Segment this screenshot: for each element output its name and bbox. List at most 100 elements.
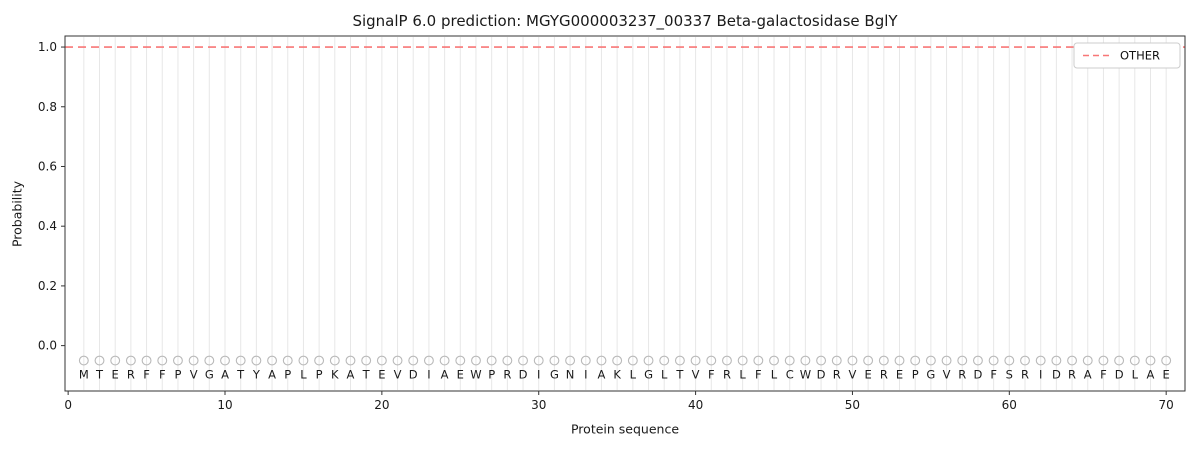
residue-marker: [298, 355, 309, 366]
residue-marker: [706, 355, 717, 366]
residue-marker: [1067, 355, 1078, 366]
x-tick-label: 30: [531, 398, 546, 412]
residue-letter: F: [159, 368, 166, 382]
residue-letter: V: [943, 368, 951, 382]
residue-marker: [486, 355, 497, 366]
axes-border: [64, 35, 1186, 392]
residue-marker: [612, 355, 623, 366]
residue-marker: [1004, 355, 1015, 366]
residue-letter: G: [205, 368, 214, 382]
residue-letter: D: [519, 368, 528, 382]
y-tick-label: 0.6: [38, 159, 57, 173]
residue-letter: L: [630, 368, 637, 382]
residue-marker: [565, 355, 576, 366]
residue-marker: [1051, 355, 1062, 366]
residue-marker: [957, 355, 968, 366]
residue-letter: Y: [252, 368, 261, 382]
residue-marker: [674, 355, 685, 366]
residue-letter: F: [990, 368, 997, 382]
residue-marker: [847, 355, 858, 366]
residue-letter: I: [537, 368, 540, 382]
chart-title: SignalP 6.0 prediction: MGYG000003237_00…: [352, 12, 898, 30]
residue-marker: [533, 355, 544, 366]
residue-marker: [267, 355, 278, 366]
residue-letter: N: [566, 368, 575, 382]
residue-marker: [894, 355, 905, 366]
residue-marker: [800, 355, 811, 366]
x-tick-label: 20: [374, 398, 389, 412]
residue-marker: [188, 355, 199, 366]
residue-marker: [471, 355, 481, 366]
residue-letter: W: [470, 368, 481, 382]
residue-letter: P: [174, 368, 181, 382]
residue-letter: K: [331, 368, 339, 382]
residue-marker: [925, 355, 936, 366]
residue-letter: R: [1021, 368, 1029, 382]
residue-marker: [361, 355, 372, 366]
residue-letter: T: [362, 368, 371, 382]
residue-letter: T: [675, 368, 684, 382]
residue-marker: [172, 355, 183, 366]
residue-letter: A: [268, 368, 276, 382]
residue-marker: [157, 355, 168, 366]
residue-letter: E: [378, 368, 385, 382]
residue-marker: [878, 355, 889, 366]
residue-letter: L: [739, 368, 746, 382]
residue-letter: T: [236, 368, 245, 382]
residue-letter: E: [864, 368, 871, 382]
residue-marker: [439, 355, 450, 366]
residue-letter: E: [112, 368, 119, 382]
residue-marker: [941, 355, 952, 366]
residue-marker: [392, 355, 403, 366]
residue-marker: [988, 355, 999, 366]
residue-marker: [235, 355, 246, 366]
residue-letter: D: [1115, 368, 1124, 382]
residue-marker: [816, 355, 827, 366]
residue-letter: D: [817, 368, 826, 382]
y-tick-label: 1.0: [38, 40, 57, 54]
residue-letter: G: [550, 368, 559, 382]
residue-marker: [659, 355, 670, 366]
residue-marker: [1129, 355, 1140, 366]
residue-letter: L: [661, 368, 668, 382]
residue-letter: I: [1039, 368, 1042, 382]
residue-letter: A: [1147, 368, 1155, 382]
residue-marker: [549, 355, 560, 366]
residue-marker: [314, 355, 325, 366]
residue-letter: E: [1163, 368, 1170, 382]
y-tick-label: 0.8: [38, 100, 57, 114]
residue-letter: I: [584, 368, 587, 382]
residue-marker: [125, 355, 136, 366]
x-tick-label: 0: [64, 398, 72, 412]
residue-marker: [769, 355, 779, 366]
residue-letter: L: [771, 368, 778, 382]
x-tick-label: 50: [845, 398, 860, 412]
residue-letter: G: [926, 368, 935, 382]
residue-letter: V: [692, 368, 700, 382]
residue-marker: [78, 355, 89, 366]
residue-marker: [94, 355, 105, 366]
residue-marker: [722, 355, 732, 366]
residue-letter: A: [221, 368, 229, 382]
residue-letter: D: [1052, 368, 1061, 382]
residue-letter: W: [800, 368, 811, 382]
residue-letter: A: [598, 368, 606, 382]
x-axis-label: Protein sequence: [570, 421, 680, 437]
residue-marker: [737, 355, 748, 366]
residue-letter: P: [488, 368, 495, 382]
residue-letter: F: [1100, 368, 1107, 382]
y-tick-label: 0.0: [38, 339, 57, 353]
residue-marker: [518, 355, 528, 366]
residue-letter: V: [849, 368, 857, 382]
residue-marker: [455, 355, 466, 366]
residue-letter: S: [1006, 368, 1013, 382]
residue-marker: [690, 355, 701, 366]
x-tick-label: 10: [217, 398, 232, 412]
residue-marker: [251, 355, 262, 366]
residue-letter: R: [127, 368, 135, 382]
residue-letter: P: [912, 368, 919, 382]
residue-marker: [282, 355, 293, 366]
residue-marker: [1114, 355, 1125, 366]
residue-letter: R: [1068, 368, 1076, 382]
residue-letter: L: [1132, 368, 1139, 382]
